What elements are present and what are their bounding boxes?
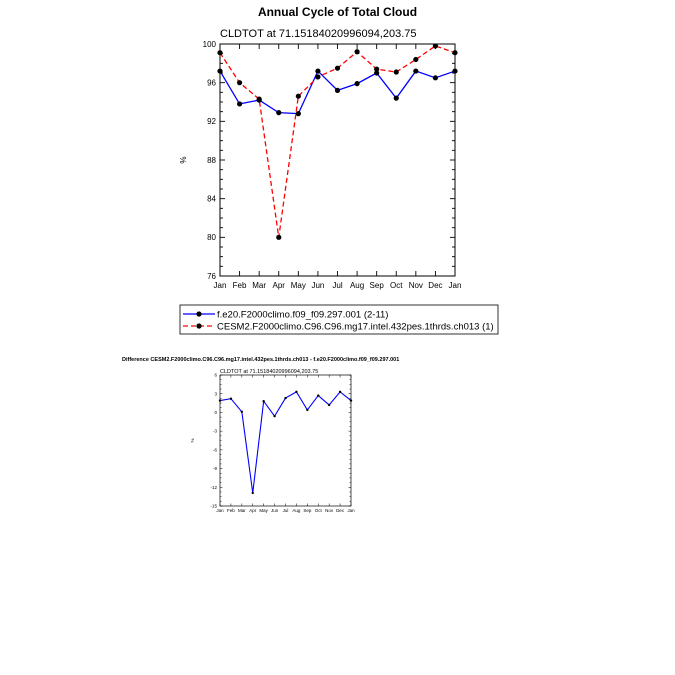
chart0-xtick-label: Nov xyxy=(409,281,423,290)
chart1-title: Difference CESM2.F2000climo.C96.C96.mg17… xyxy=(122,357,399,363)
chart1-series-0-point xyxy=(251,491,254,495)
chart0-series-1-point xyxy=(276,234,282,240)
chart1-xtick-label: Apr xyxy=(249,508,257,513)
chart1-xtick-label: Sep xyxy=(303,508,312,513)
chart1-xtick-label: Jan xyxy=(347,508,355,513)
chart1-xtick-label: May xyxy=(259,508,268,513)
chart0-series-1-point xyxy=(236,80,243,86)
chart0-series-1-point xyxy=(393,69,399,75)
chart1-series-0-point xyxy=(338,390,342,394)
chart0-ytick-label: 96 xyxy=(207,78,216,87)
chart1-xtick-label: Mar xyxy=(238,508,246,513)
chart1-series-0-point xyxy=(295,390,298,394)
chart0-series-1-point xyxy=(452,50,458,56)
figure-title: Annual Cycle of Total Cloud xyxy=(257,5,418,19)
chart0-xtick-label: Jan xyxy=(214,281,227,290)
chart0-plot-frame xyxy=(219,43,456,277)
chart1-ytick-label: 3 xyxy=(214,391,217,396)
chart1-ytick-label: -9 xyxy=(213,466,217,471)
chart0-series-1-point xyxy=(315,74,321,80)
chart1-xtick-label: Jun xyxy=(271,508,279,513)
legend-label-0: f.e20.F2000climo.f09_f09.297.001 (2-11) xyxy=(217,310,388,321)
chart1-series-0-point xyxy=(284,396,287,400)
chart1-xtick-label: Aug xyxy=(292,508,301,513)
chart0-series-0-point xyxy=(334,87,341,93)
chart0-xtick-label: Feb xyxy=(233,281,247,290)
chart0-series-0-point xyxy=(217,68,223,74)
chart0-series-1-point xyxy=(413,56,419,63)
chart0-xtick-label: Jun xyxy=(311,281,324,290)
chart1-xtick-label: Nov xyxy=(325,508,334,513)
legend-box xyxy=(179,304,499,335)
chart1-series-line-0 xyxy=(219,391,352,493)
legend-label-1: CESM2.F2000climo.C96.C96.mg17.intel.432p… xyxy=(217,322,494,333)
chart0-series-1-point xyxy=(334,65,341,71)
chart0-series-line-1 xyxy=(219,45,456,238)
chart0-series-0-point xyxy=(413,68,419,74)
chart0-series-0-point xyxy=(315,68,321,74)
chart0-series-0-point xyxy=(374,70,380,76)
legend-swatch-marker-1 xyxy=(196,323,202,329)
chart1-subtitle: CLDTOT at 71.15184020996094,203.75 xyxy=(220,369,318,375)
chart0-ytick-label: 88 xyxy=(207,156,216,165)
chart0-series-0-point xyxy=(354,81,360,87)
chart0-subtitle: CLDTOT at 71.15184020996094,203.75 xyxy=(220,28,417,40)
chart0-series-0-point xyxy=(393,95,399,101)
chart1-series-0-point xyxy=(349,399,353,402)
chart0-xtick-label: Mar xyxy=(252,281,266,290)
chart0-xtick-label: Oct xyxy=(390,281,403,290)
chart1-series-0-point xyxy=(218,399,222,402)
chart0-xtick-label: Sep xyxy=(370,281,385,290)
chart1-series-0-point xyxy=(273,414,276,418)
chart0-ytick-label: 84 xyxy=(207,194,216,203)
chart1-ylabel: % xyxy=(190,438,195,442)
chart1-ytick-label: 6 xyxy=(214,373,217,378)
chart0-ytick-label: 92 xyxy=(207,117,216,126)
chart0-series-1-point xyxy=(295,93,301,99)
chart0-xtick-label: Apr xyxy=(273,281,286,290)
chart0-ytick-label: 76 xyxy=(207,272,216,281)
chart0-xtick-label: Aug xyxy=(350,281,364,290)
chart0-xtick-label: Jan xyxy=(449,281,462,290)
chart1-ytick-label: -6 xyxy=(213,447,217,452)
chart0-series-1-point xyxy=(374,66,380,72)
chart0-series-1-point xyxy=(256,96,262,102)
chart0-series-1-point xyxy=(432,43,439,49)
chart0-series-0-point xyxy=(432,75,439,81)
chart0-ytick-label: 80 xyxy=(207,233,216,242)
chart1-series-0-point xyxy=(229,397,233,400)
chart0-xtick-label: May xyxy=(291,281,306,290)
chart1-series-0-point xyxy=(306,408,309,412)
chart1-ytick-label: -3 xyxy=(213,429,217,434)
chart0-series-1-point xyxy=(354,49,360,55)
chart0-xtick-label: Jul xyxy=(332,281,342,290)
chart1-ytick-label: 0 xyxy=(214,410,217,415)
chart1-xtick-label: Jul xyxy=(283,508,289,513)
legend-swatch-marker-0 xyxy=(196,311,202,317)
chart1-series-0-point xyxy=(317,394,320,397)
chart1-xtick-label: Oct xyxy=(315,508,323,513)
chart0-ytick-label: 100 xyxy=(203,40,217,49)
chart1-series-0-point xyxy=(240,410,244,414)
chart0-xtick-label: Dec xyxy=(428,281,442,290)
chart1-xtick-label: Dec xyxy=(336,508,345,513)
chart0-series-0-point xyxy=(276,110,282,116)
chart0-series-0-point xyxy=(236,101,243,107)
chart0-series-0-point xyxy=(452,68,458,74)
chart0-series-1-point xyxy=(217,50,223,56)
chart1-ytick-label: -15 xyxy=(210,504,217,509)
chart0-ylabel: % xyxy=(179,156,188,163)
chart1-xtick-label: Feb xyxy=(227,508,235,513)
chart0-series-0-point xyxy=(295,111,301,117)
chart1-plot-frame xyxy=(219,374,352,507)
chart1-series-0-point xyxy=(262,400,265,403)
chart1-series-0-point xyxy=(327,403,331,407)
chart1-ytick-label: -12 xyxy=(210,485,217,490)
chart1-xtick-label: Jan xyxy=(216,508,224,513)
